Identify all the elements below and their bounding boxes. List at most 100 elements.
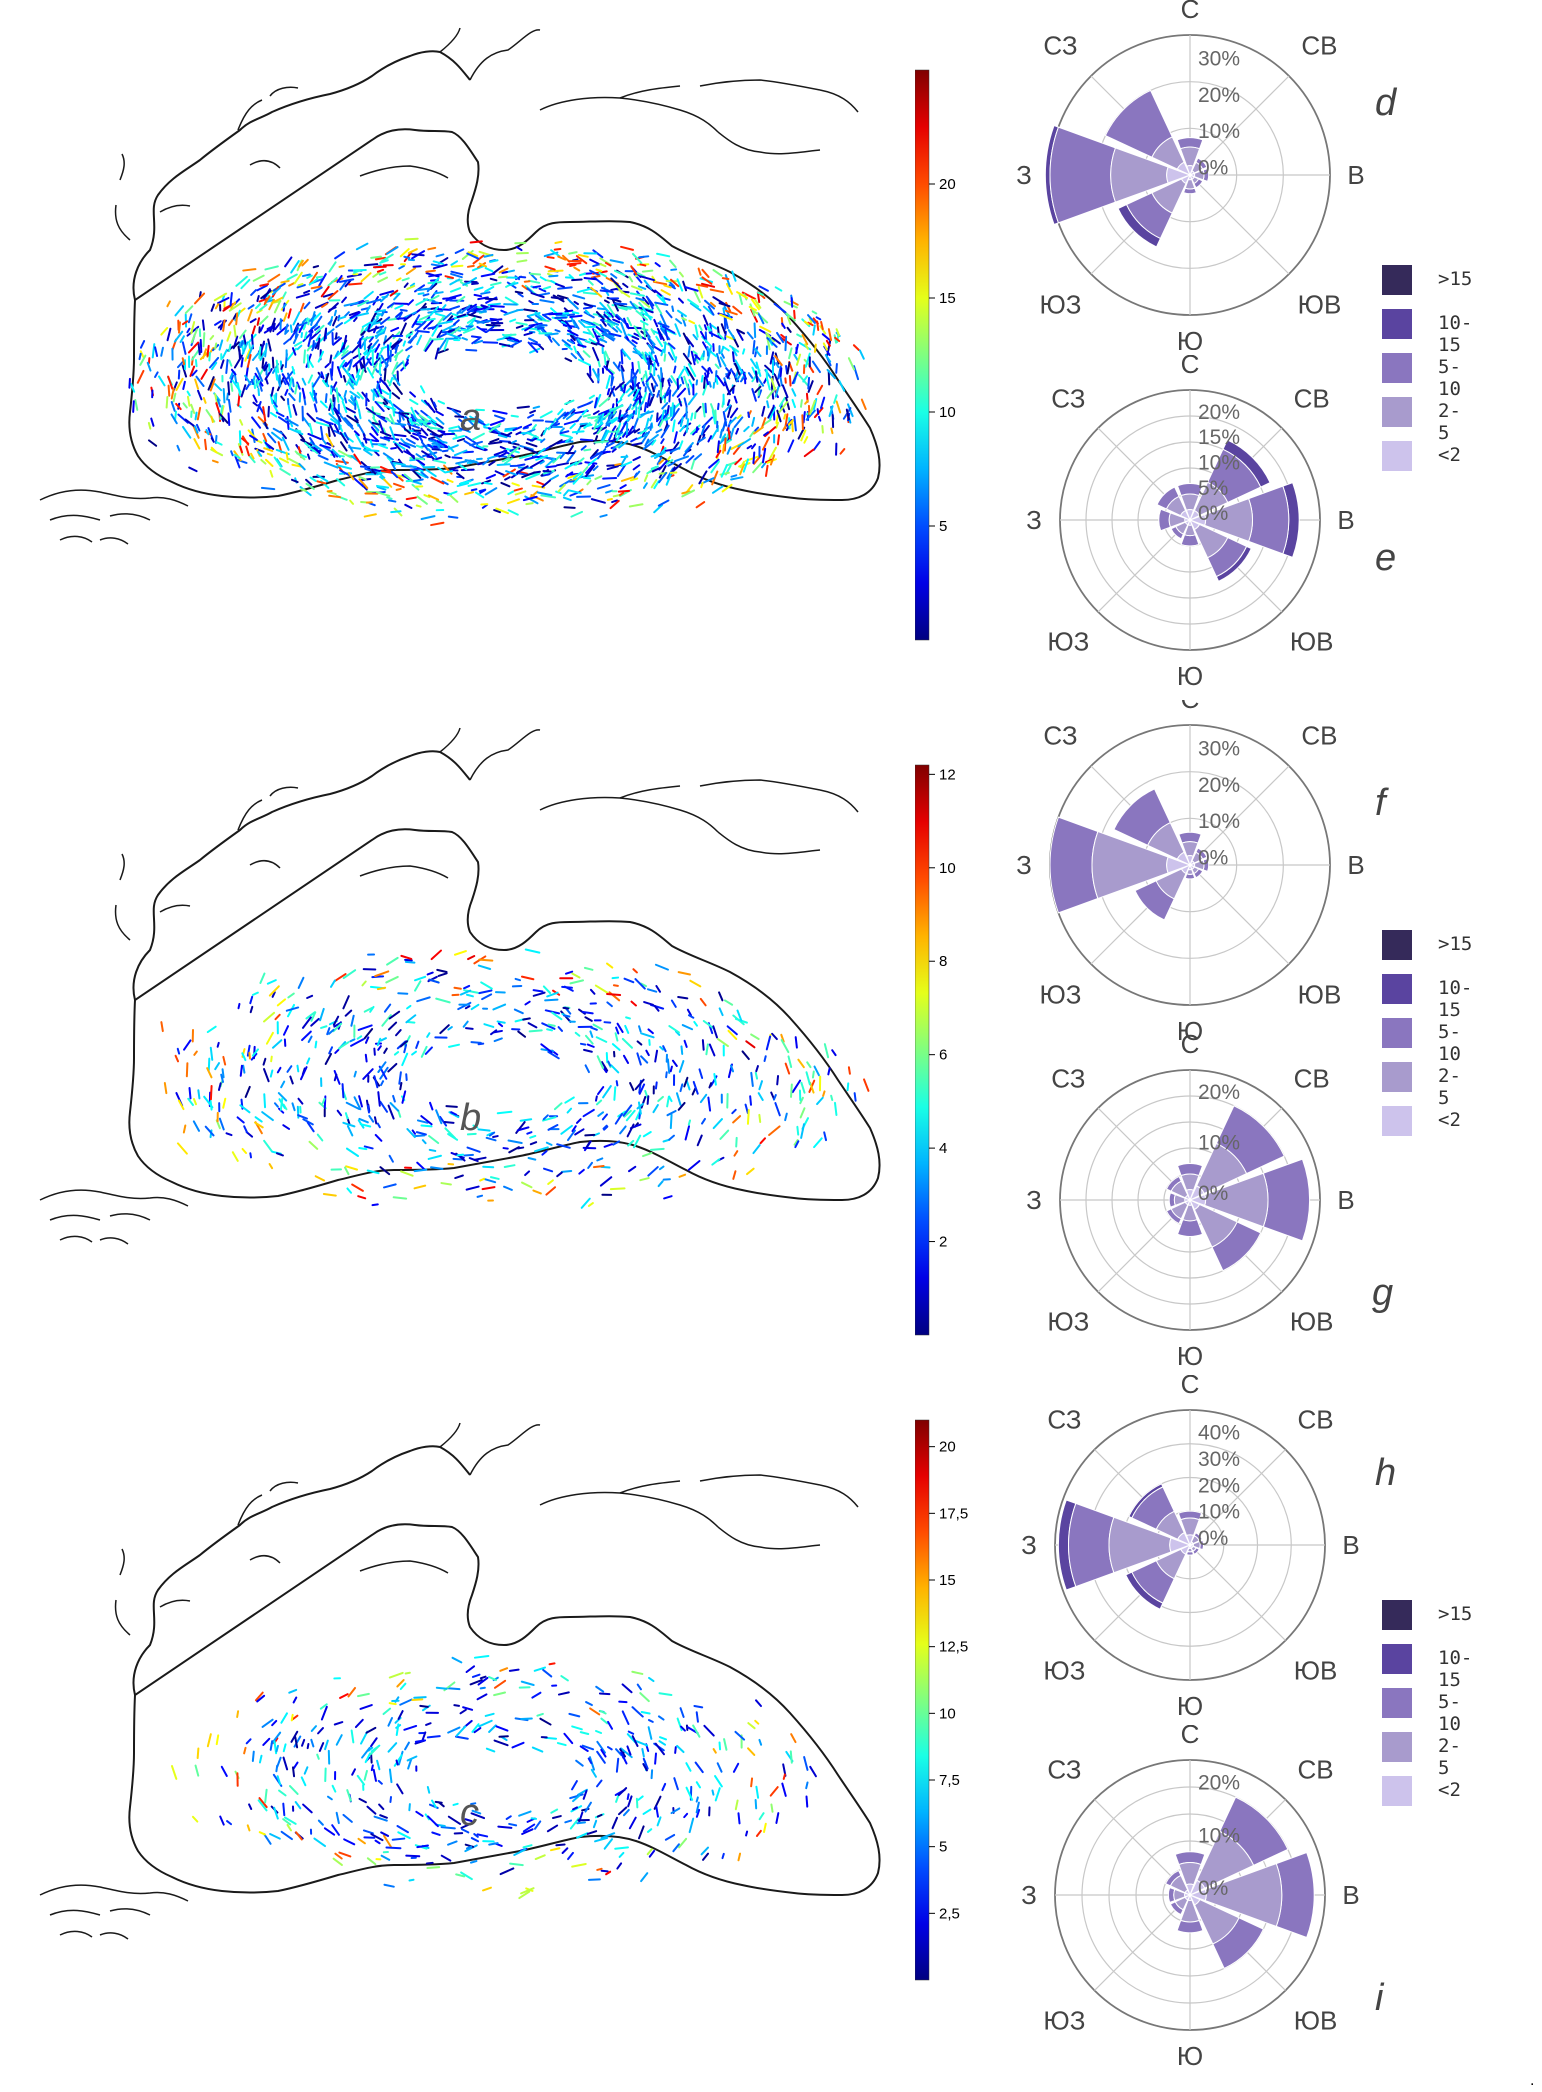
- drift-arrow: [210, 437, 215, 443]
- drift-arrow: [661, 325, 676, 334]
- drift-arrow: [222, 1055, 227, 1066]
- drift-arrow: [614, 302, 628, 306]
- drift-arrow: [541, 479, 551, 488]
- drift-arrow: [667, 379, 671, 387]
- legend-label: >15: [1438, 933, 1473, 955]
- drift-arrow: [647, 1726, 653, 1740]
- drift-arrow: [564, 320, 573, 330]
- drift-arrow: [762, 418, 772, 426]
- drift-arrow: [493, 509, 501, 514]
- drift-arrow: [236, 1116, 245, 1124]
- drift-arrow: [572, 473, 584, 485]
- drift-arrow: [336, 366, 343, 379]
- drift-arrow: [254, 1116, 263, 1123]
- drift-arrow: [492, 1135, 499, 1138]
- drift-arrow: [562, 408, 575, 420]
- drift-arrow: [466, 305, 478, 314]
- drift-arrow: [703, 324, 708, 331]
- drift-arrow: [409, 467, 421, 471]
- drift-arrow: [305, 482, 315, 490]
- drift-arrow: [240, 340, 244, 347]
- drift-arrow: [749, 303, 756, 317]
- drift-arrow: [521, 1828, 534, 1835]
- drift-arrow: [602, 450, 611, 454]
- drift-arrow: [540, 438, 546, 444]
- drift-arrow: [359, 1123, 372, 1128]
- rose-direction-label: ЮВ: [1290, 627, 1334, 657]
- drift-arrow: [431, 324, 439, 330]
- drift-arrow: [301, 317, 308, 324]
- rose-direction-label: ЮЗ: [1047, 1307, 1089, 1337]
- drift-arrow: [431, 1831, 441, 1836]
- drift-arrow: [350, 455, 360, 462]
- drift-arrow: [451, 1656, 463, 1664]
- drift-arrow: [399, 322, 407, 337]
- drift-arrow: [252, 274, 265, 282]
- drift-arrow: [654, 262, 661, 268]
- drift-arrow: [361, 1746, 371, 1759]
- drift-arrow: [260, 458, 267, 465]
- drift-arrow: [586, 1830, 598, 1835]
- drift-arrow: [324, 372, 330, 383]
- drift-arrow: [374, 400, 385, 412]
- drift-arrow: [505, 1815, 512, 1820]
- drift-arrow: [470, 488, 478, 492]
- drift-arrow: [634, 1078, 645, 1091]
- drift-arrow: [549, 439, 563, 448]
- drift-arrow: [160, 346, 164, 357]
- drift-arrow: [432, 300, 440, 304]
- drift-arrow: [249, 1005, 254, 1014]
- drift-arrow: [713, 1073, 717, 1086]
- drift-arrow: [678, 1173, 687, 1178]
- drift-arrow: [176, 1142, 188, 1155]
- drift-arrow: [787, 418, 795, 426]
- drift-arrow: [242, 268, 257, 272]
- drift-arrow: [252, 394, 258, 403]
- drift-arrow: [240, 278, 251, 290]
- drift-arrow: [599, 412, 605, 426]
- drift-arrow: [465, 1845, 473, 1850]
- drift-arrow: [794, 1036, 798, 1049]
- drift-arrow: [550, 296, 565, 300]
- drift-arrow: [287, 308, 292, 319]
- drift-arrow: [658, 458, 665, 465]
- drift-arrow: [269, 469, 274, 478]
- drift-arrow: [736, 330, 744, 341]
- drift-arrow: [773, 302, 787, 314]
- drift-arrow: [258, 1754, 263, 1764]
- drift-arrow: [718, 1741, 722, 1751]
- rose-direction-label: ЮЗ: [1043, 1656, 1085, 1686]
- drift-arrow: [662, 1045, 667, 1053]
- drift-arrow: [420, 1115, 433, 1126]
- drift-arrow: [557, 1691, 570, 1696]
- drift-arrow: [681, 489, 696, 498]
- drift-arrow: [683, 286, 699, 292]
- drift-arrow: [465, 348, 478, 352]
- drift-arrow: [192, 1098, 198, 1106]
- drift-arrow: [351, 1183, 364, 1192]
- drift-arrow: [806, 1061, 812, 1069]
- drift-arrow: [425, 1861, 434, 1865]
- drift-arrow: [420, 515, 436, 521]
- drift-arrow: [604, 311, 612, 318]
- drift-arrow: [354, 1718, 364, 1729]
- drift-arrow: [776, 331, 785, 344]
- drift-arrow: [388, 1702, 397, 1706]
- drift-arrow: [562, 1014, 571, 1018]
- drift-arrow: [328, 423, 336, 437]
- drift-arrow: [547, 1023, 556, 1027]
- drift-arrow: [685, 1786, 694, 1801]
- drift-arrow: [752, 451, 756, 465]
- drift-arrow: [664, 1833, 676, 1841]
- drift-arrow: [638, 1825, 645, 1840]
- drift-arrow: [326, 1027, 331, 1036]
- drift-arrow: [631, 252, 643, 264]
- drift-arrow: [270, 1055, 273, 1063]
- drift-arrow: [404, 960, 416, 964]
- drift-arrow: [607, 322, 619, 333]
- drift-arrow: [744, 1103, 749, 1115]
- drift-arrow: [401, 1052, 409, 1067]
- drift-arrow: [629, 1082, 635, 1092]
- drift-arrow: [388, 399, 394, 407]
- legend-label: 5-10: [1438, 356, 1461, 400]
